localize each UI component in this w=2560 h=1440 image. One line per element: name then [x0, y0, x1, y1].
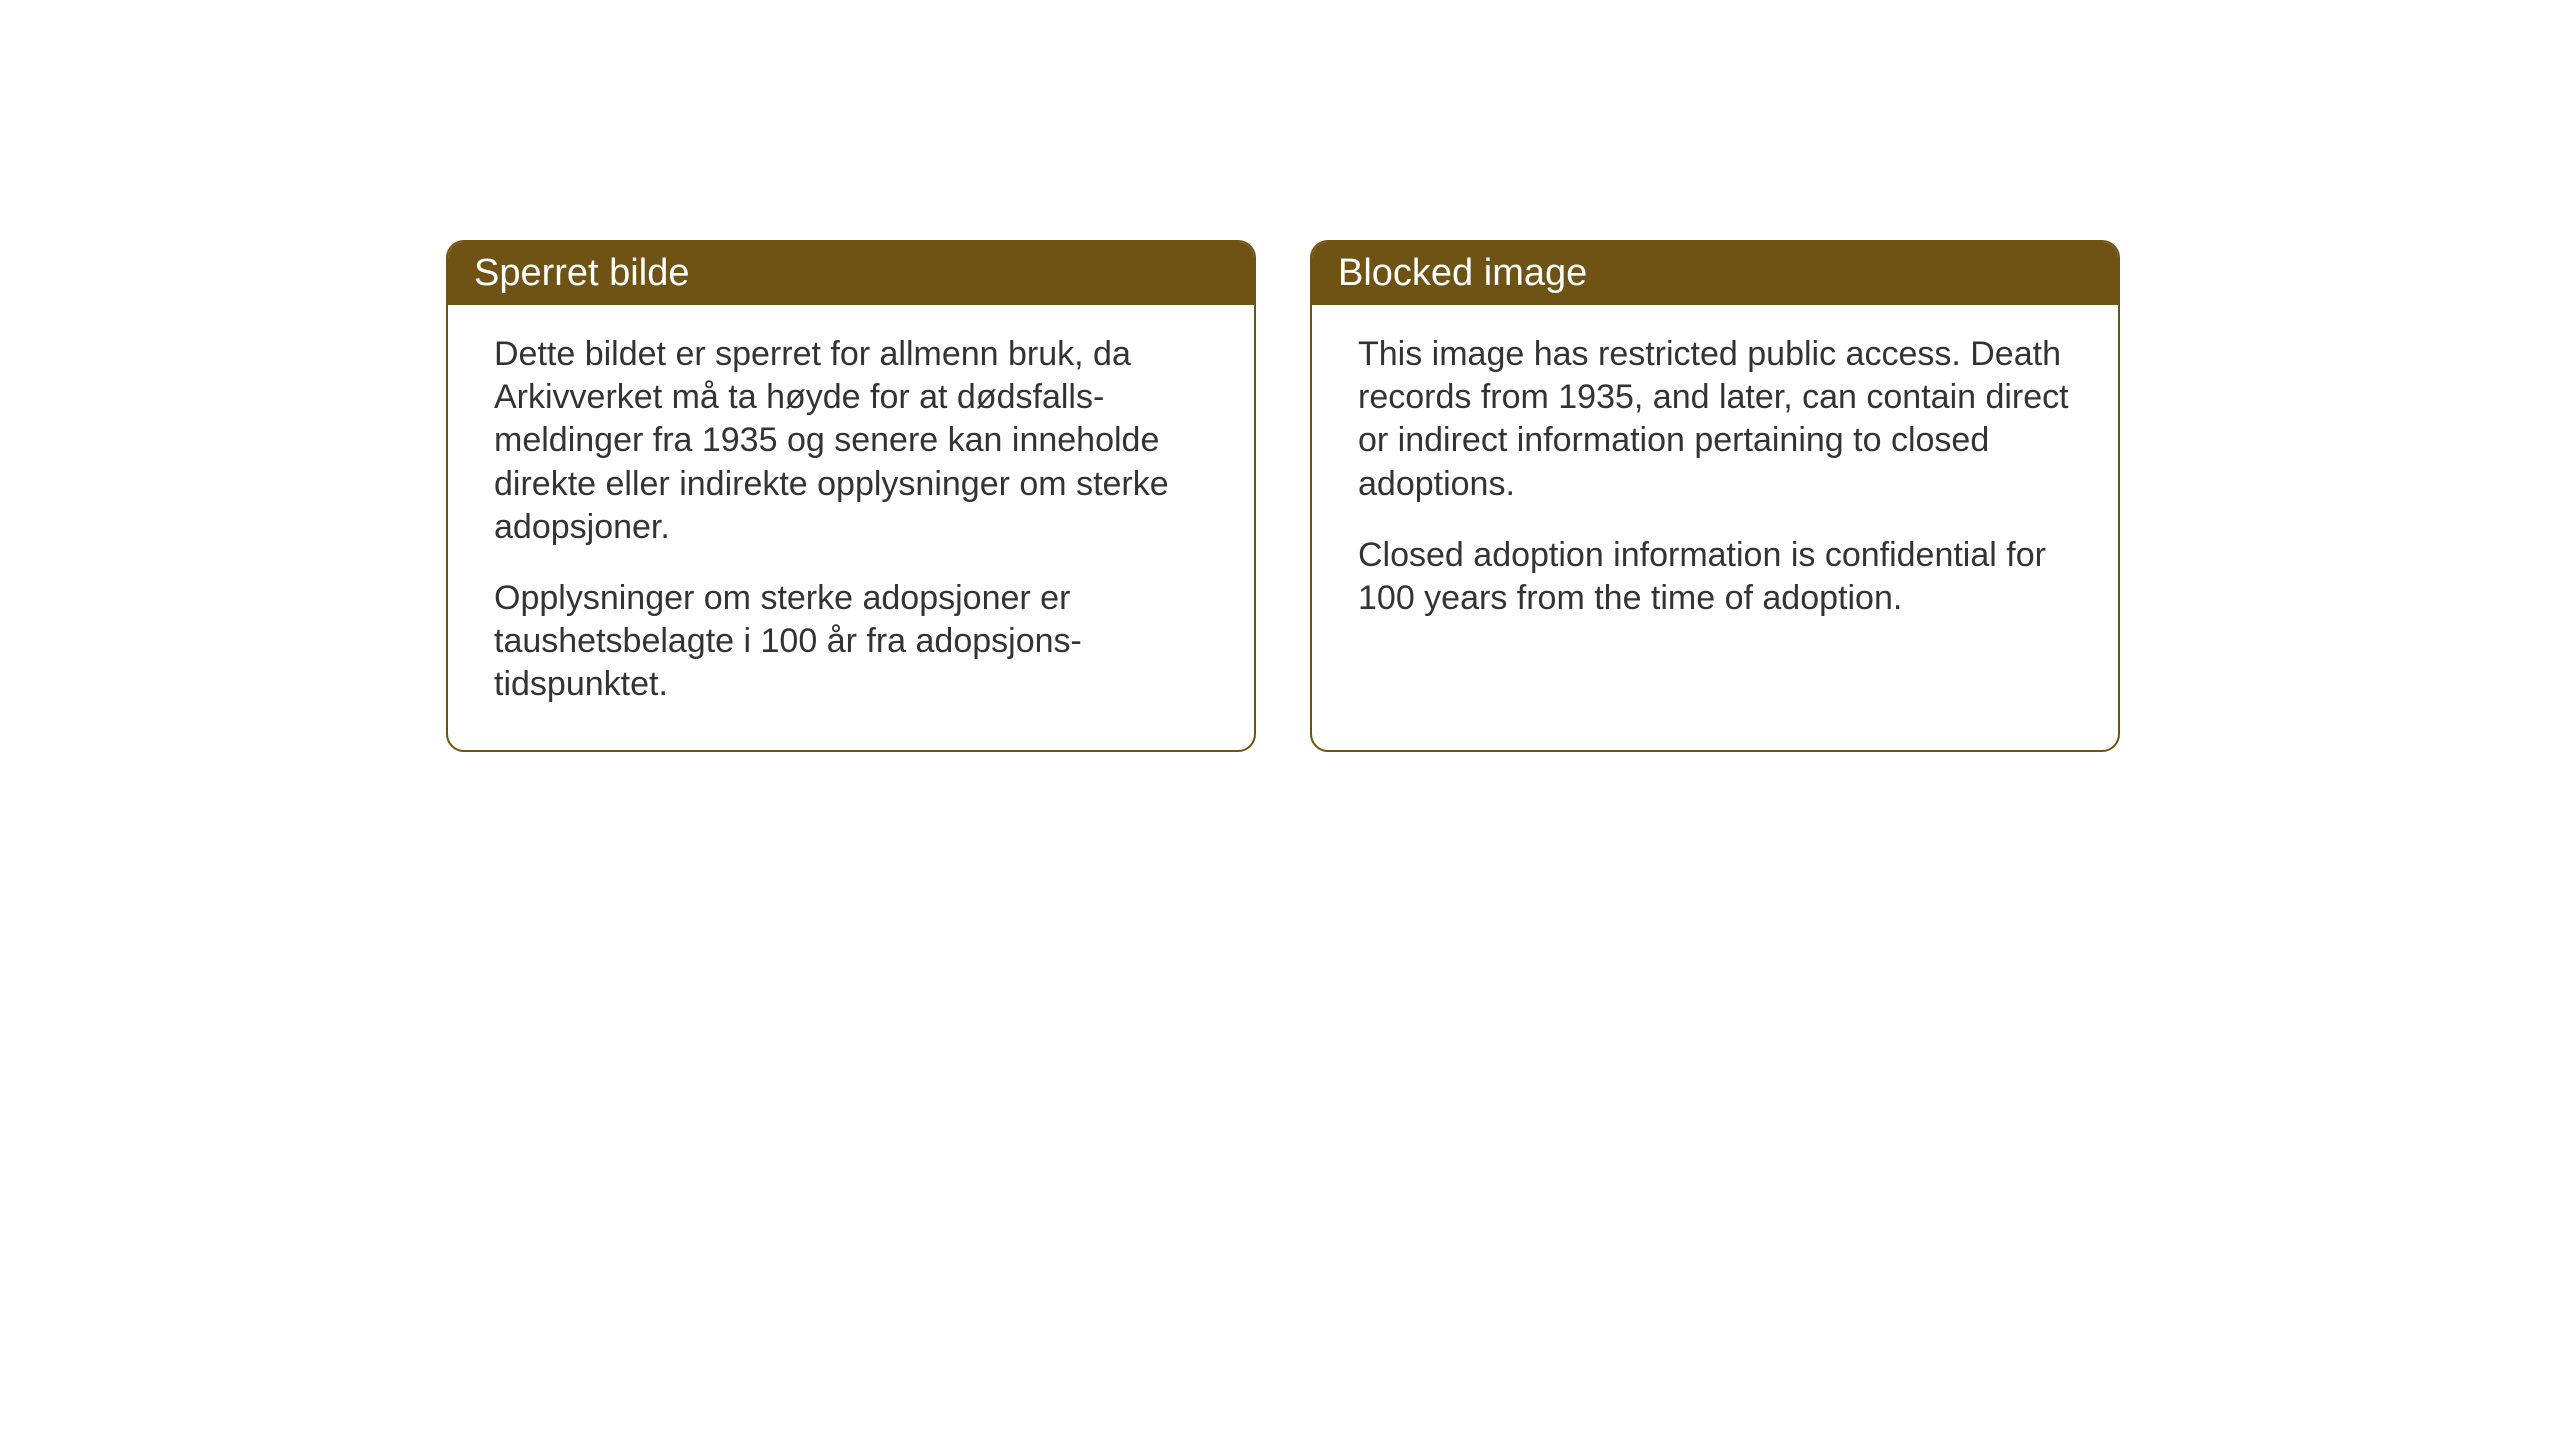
- english-paragraph-2: Closed adoption information is confident…: [1358, 534, 2072, 620]
- norwegian-paragraph-2: Opplysninger om sterke adopsjoner er tau…: [494, 577, 1208, 707]
- norwegian-card-header: Sperret bilde: [448, 242, 1254, 305]
- norwegian-card-title: Sperret bilde: [474, 252, 689, 294]
- english-notice-card: Blocked image This image has restricted …: [1310, 240, 2120, 752]
- english-card-title: Blocked image: [1338, 252, 1587, 294]
- norwegian-card-body: Dette bildet er sperret for allmenn bruk…: [448, 305, 1254, 750]
- english-card-body: This image has restricted public access.…: [1312, 305, 2118, 664]
- cards-container: Sperret bilde Dette bildet er sperret fo…: [446, 240, 2560, 752]
- english-paragraph-1: This image has restricted public access.…: [1358, 333, 2072, 506]
- english-card-header: Blocked image: [1312, 242, 2118, 305]
- norwegian-paragraph-1: Dette bildet er sperret for allmenn bruk…: [494, 333, 1208, 549]
- norwegian-notice-card: Sperret bilde Dette bildet er sperret fo…: [446, 240, 1256, 752]
